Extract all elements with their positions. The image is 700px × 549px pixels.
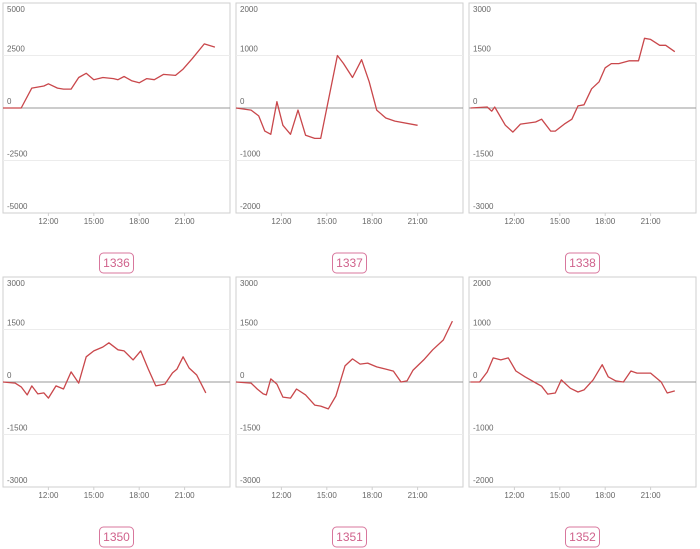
y-tick-label: 2000 (473, 279, 491, 288)
x-tick-label: 12:00 (38, 217, 59, 226)
y-tick-label: -2500 (7, 150, 28, 159)
x-tick-label: 15:00 (550, 217, 571, 226)
x-tick-label: 15:00 (84, 217, 105, 226)
title-box (332, 526, 367, 548)
title-box (99, 252, 134, 274)
y-tick-label: 3000 (473, 5, 491, 14)
x-tick-label: 12:00 (271, 491, 292, 500)
chart-title: 1337 (336, 256, 363, 270)
y-tick-label: 5000 (7, 5, 25, 14)
chart-title: 1352 (569, 530, 596, 544)
line-series (235, 54, 418, 140)
y-tick-label: -1500 (473, 150, 494, 159)
title-box (565, 526, 600, 548)
x-tick-label: 18:00 (129, 217, 150, 226)
chart-title: 1350 (103, 530, 130, 544)
x-tick-label: 15:00 (84, 491, 105, 500)
chart-panel: 3000 1500 0 -1500 -3000 12:00 15:00 18:00 21:00 1… (235, 276, 464, 548)
y-tick-label: -3000 (240, 476, 261, 485)
y-tick-label: 2000 (240, 5, 258, 14)
x-tick-label: 15:00 (550, 491, 571, 500)
chart-panel: 2000 1000 0 -1000 -2000 12:00 15:00 18:00 21:00 1… (468, 276, 697, 548)
y-tick-label: -3000 (7, 476, 28, 485)
y-tick-label: 0 (473, 97, 478, 106)
y-tick-label: -2000 (240, 202, 261, 211)
chart-title: 1351 (336, 530, 363, 544)
y-tick-label: 1000 (240, 45, 258, 54)
x-tick-label: 18:00 (362, 491, 383, 500)
y-tick-label: -1500 (240, 424, 261, 433)
x-tick-label: 21:00 (408, 217, 429, 226)
y-tick-label: -1500 (7, 424, 28, 433)
chart-title: 1336 (103, 256, 130, 270)
x-tick-label: 18:00 (362, 217, 383, 226)
y-tick-label: 0 (473, 371, 478, 380)
y-tick-label: 0 (7, 97, 12, 106)
y-tick-label: 1500 (473, 45, 491, 54)
y-tick-label: -2000 (473, 476, 494, 485)
x-tick-label: 12:00 (38, 491, 59, 500)
y-tick-label: 2500 (7, 45, 25, 54)
chart-panel: 5000 2500 0 -2500 -5000 12:00 15:00 18:00 21:00 1… (2, 2, 231, 274)
x-tick-label: 15:00 (317, 491, 338, 500)
y-tick-label: -1000 (240, 150, 261, 159)
y-tick-label: 1500 (240, 319, 258, 328)
y-tick-label: 3000 (240, 279, 258, 288)
y-tick-label: 0 (7, 371, 12, 380)
y-tick-label: 3000 (7, 279, 25, 288)
title-box (332, 252, 367, 274)
line-series (2, 342, 207, 399)
chart-panel: 2000 1000 0 -1000 -2000 12:00 15:00 18:00 21:00 1… (235, 2, 464, 274)
line-series (3, 43, 216, 109)
x-tick-label: 21:00 (175, 491, 196, 500)
x-tick-label: 12:00 (504, 217, 525, 226)
y-tick-label: 0 (240, 97, 245, 106)
y-tick-label: 1500 (7, 319, 25, 328)
title-box (99, 526, 134, 548)
title-box (565, 252, 600, 274)
x-tick-label: 18:00 (595, 217, 616, 226)
x-tick-label: 21:00 (641, 491, 662, 500)
y-tick-label: 1000 (473, 319, 491, 328)
x-tick-label: 18:00 (129, 491, 150, 500)
chart-title: 1338 (569, 256, 596, 270)
x-tick-label: 15:00 (317, 217, 338, 226)
line-series (235, 320, 453, 410)
chart-panel: 3000 1500 0 -1500 -3000 12:00 15:00 18:00 21:00 1… (468, 2, 697, 274)
y-tick-label: -1000 (473, 424, 494, 433)
y-tick-label: -5000 (7, 202, 28, 211)
line-series (470, 37, 676, 133)
y-tick-label: -3000 (473, 202, 494, 211)
x-tick-label: 12:00 (504, 491, 525, 500)
x-tick-label: 21:00 (175, 217, 196, 226)
line-series (470, 357, 675, 395)
y-tick-label: 0 (240, 371, 245, 380)
x-tick-label: 21:00 (641, 217, 662, 226)
x-tick-label: 21:00 (408, 491, 429, 500)
x-tick-label: 18:00 (595, 491, 616, 500)
chart-panel: 3000 1500 0 -1500 -3000 12:00 15:00 18:00 21:00 1… (2, 276, 231, 548)
x-tick-label: 12:00 (271, 217, 292, 226)
